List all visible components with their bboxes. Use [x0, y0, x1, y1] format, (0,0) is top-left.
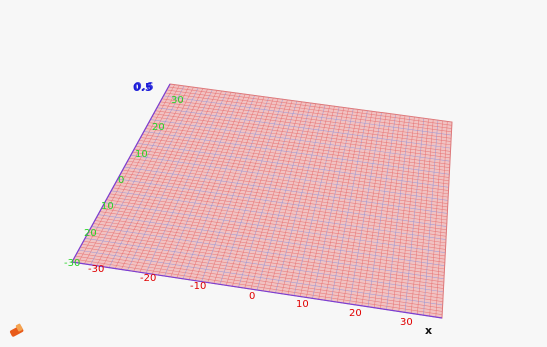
y-tick-label: 20 — [84, 228, 97, 239]
eraser-icon[interactable] — [9, 323, 24, 337]
mesh-line — [158, 104, 451, 146]
mesh-line — [429, 120, 443, 317]
mesh-line — [168, 86, 452, 126]
x-tick-label: 0 — [249, 291, 255, 302]
y-tick-label: 10 — [135, 149, 148, 160]
mesh-line — [398, 117, 420, 312]
y-tick-label: 10 — [101, 201, 114, 212]
z-tick-label: 0.6 — [134, 80, 154, 93]
surface-mesh — [71, 83, 453, 319]
x-tick-label: 20 — [349, 308, 362, 319]
x-axis-title: x — [425, 324, 432, 337]
x-tick-label: 30 — [400, 317, 413, 328]
mesh-line — [155, 110, 451, 152]
mesh-line — [160, 101, 452, 142]
x-tick-label: 10 — [296, 299, 309, 310]
y-tick-label: 0 — [118, 175, 124, 186]
y-tick-label: -30 — [64, 258, 80, 269]
x-axis-line — [71, 261, 443, 319]
y-tick-label: 30 — [171, 95, 184, 106]
mesh-line — [163, 95, 452, 136]
mesh-line — [423, 120, 439, 316]
mesh-line — [156, 107, 451, 149]
y-axis-line — [71, 83, 171, 263]
mesh-line — [161, 98, 452, 139]
mesh-line — [404, 118, 425, 313]
z-tick-label: 0.5 — [133, 81, 153, 94]
x-tick-label: -30 — [88, 264, 104, 275]
mesh-line — [410, 118, 429, 314]
mesh-line — [435, 121, 448, 318]
mesh-line — [166, 89, 452, 129]
mesh-line — [153, 113, 451, 155]
mesh-line — [417, 119, 434, 315]
mesh-line — [392, 116, 415, 311]
x-tick-label: -10 — [190, 281, 206, 292]
z-axis-labels: 0.5 0.6 — [133, 80, 154, 94]
mesh-line — [386, 116, 410, 310]
mesh-line — [165, 92, 452, 133]
x-axis-tick-labels: -30 -20 -10 0 10 20 30 — [88, 264, 413, 328]
y-axis-tick-labels: -30 20 10 0 10 20 30 — [64, 95, 184, 269]
y-tick-label: 20 — [152, 122, 165, 133]
x-tick-label: -20 — [140, 273, 156, 284]
